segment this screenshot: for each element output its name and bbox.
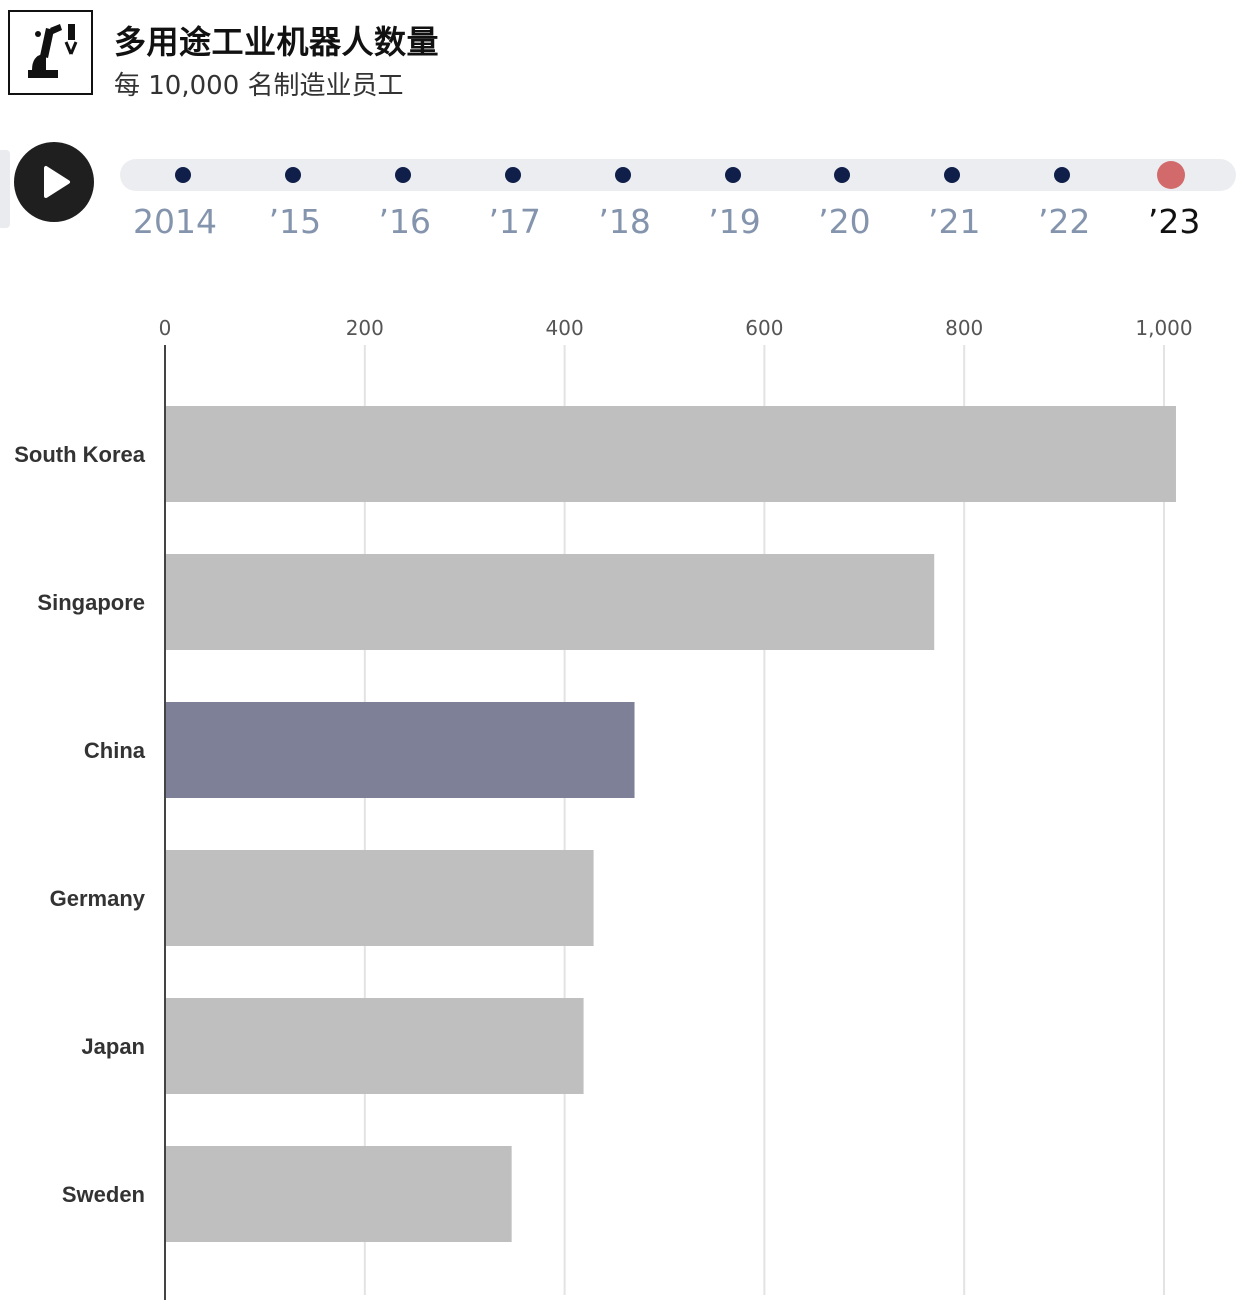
bar-singapore bbox=[165, 554, 935, 650]
year-dot-8[interactable] bbox=[1054, 167, 1071, 183]
x-tick-label-1: 200 bbox=[346, 316, 384, 340]
category-label-china: China bbox=[84, 738, 146, 763]
year-label-6[interactable]: ’20 bbox=[818, 202, 871, 241]
bar-sweden bbox=[165, 1146, 512, 1242]
x-tick-label-4: 800 bbox=[945, 316, 983, 340]
year-dot-9[interactable] bbox=[1157, 161, 1186, 189]
chart-subtitle: 每 10,000 名制造业员工 bbox=[114, 71, 404, 101]
year-player: 2014 ’15 ’16 ’17 ’18 ’19 ’20 ’21 ’22 ’23 bbox=[0, 130, 1242, 241]
timeline-track[interactable] bbox=[120, 159, 1236, 191]
year-dot-5[interactable] bbox=[724, 167, 741, 183]
bar-china bbox=[165, 702, 635, 798]
year-label-0[interactable]: 2014 bbox=[133, 202, 217, 241]
year-label-4[interactable]: ’18 bbox=[598, 202, 651, 241]
year-dot-2[interactable] bbox=[394, 167, 411, 183]
category-label-germany: Germany bbox=[50, 886, 146, 911]
chart-header: 多用途工业机器人数量 每 10,000 名制造业员工 bbox=[6, 9, 1242, 101]
play-icon bbox=[44, 166, 70, 198]
bar-south-korea bbox=[165, 406, 1176, 502]
x-tick-label-0: 0 bbox=[159, 316, 172, 340]
x-tick-label-5: 1,000 bbox=[1135, 316, 1192, 340]
year-label-9[interactable]: ’23 bbox=[1147, 202, 1201, 241]
bar-germany bbox=[165, 850, 594, 946]
bar-japan bbox=[165, 998, 584, 1094]
chart-title: 多用途工业机器人数量 bbox=[114, 23, 440, 61]
year-label-2[interactable]: ’16 bbox=[378, 202, 432, 241]
year-dot-4[interactable] bbox=[614, 167, 631, 183]
play-button[interactable] bbox=[14, 142, 94, 222]
bar-chart: 0 200 400 600 800 1,000 South Korea Singapore Ch… bbox=[14, 316, 1193, 1300]
year-dot-3[interactable] bbox=[504, 167, 521, 183]
category-label-singapore: Singapore bbox=[37, 590, 145, 615]
year-label-8[interactable]: ’22 bbox=[1037, 202, 1091, 241]
year-label-7[interactable]: ’21 bbox=[928, 202, 981, 241]
category-label-sweden: Sweden bbox=[62, 1182, 145, 1207]
year-dot-7[interactable] bbox=[944, 167, 961, 183]
year-label-5[interactable]: ’19 bbox=[708, 202, 761, 241]
x-tick-label-3: 600 bbox=[745, 316, 783, 340]
industrial-robot-arm-icon bbox=[8, 10, 93, 95]
x-tick-label-2: 400 bbox=[546, 316, 584, 340]
category-label-japan: Japan bbox=[81, 1034, 145, 1059]
year-label-1[interactable]: ’15 bbox=[268, 202, 322, 241]
category-label-south-korea: South Korea bbox=[14, 442, 146, 467]
year-label-3[interactable]: ’17 bbox=[488, 202, 541, 241]
year-dot-0[interactable] bbox=[175, 167, 191, 183]
year-dot-1[interactable] bbox=[284, 167, 301, 183]
play-button-shade bbox=[0, 150, 10, 228]
year-dot-6[interactable] bbox=[834, 167, 851, 183]
